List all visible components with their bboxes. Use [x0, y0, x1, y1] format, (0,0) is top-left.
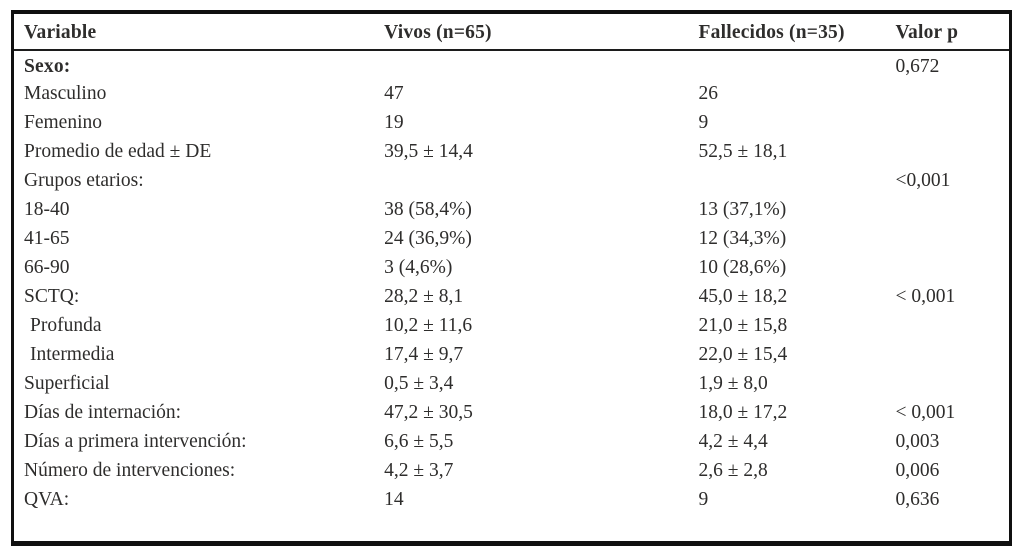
variable-cell: Intermedia	[30, 343, 115, 365]
vivos-cell: 14	[384, 488, 404, 510]
fallecidos-cell: 2,6 ± 2,8	[698, 459, 768, 481]
variable-cell: 66-90	[24, 256, 70, 278]
vivos-cell: 24 (36,9%)	[384, 227, 472, 249]
statistics-table-frame: Variable Vivos (n=65) Fallecidos (n=35) …	[11, 10, 1012, 546]
fallecidos-cell: 18,0 ± 17,2	[698, 401, 788, 423]
p-value-cell: < 0,001	[895, 285, 956, 307]
fallecidos-cell: 9	[698, 488, 709, 510]
vivos-cell: 47	[384, 82, 404, 104]
fallecidos-cell: 22,0 ± 15,4	[698, 343, 788, 365]
table-body: Sexo: 0,672 Masculino 47 26 Femenino 19 9 Promed…	[14, 50, 1009, 514]
fallecidos-cell: 10 (28,6%)	[698, 256, 787, 278]
column-header-fallecidos: Fallecidos (n=35)	[698, 14, 896, 51]
fallecidos-cell: 26	[698, 82, 719, 104]
vivos-cell: 6,6 ± 5,5	[384, 430, 454, 452]
variable-cell: Días de internación:	[24, 401, 182, 423]
p-value-cell	[896, 311, 1009, 340]
column-header-vivos: Vivos (n=65)	[384, 14, 699, 51]
vivos-cell: 19	[384, 111, 404, 133]
fallecidos-cell: 4,2 ± 4,4	[698, 430, 768, 452]
vivos-cell: 0,5 ± 3,4	[384, 372, 454, 394]
p-value-cell	[896, 340, 1009, 369]
table-row: Número de intervenciones: 4,2 ± 3,7 2,6 ± …	[14, 456, 1009, 485]
vivos-cell: 4,2 ± 3,7	[384, 459, 454, 481]
table-row: 66-90 3 (4,6%) 10 (28,6%)	[14, 253, 1009, 282]
variable-cell: Femenino	[24, 111, 102, 133]
fallecidos-cell: 13 (37,1%)	[698, 198, 787, 220]
p-value-cell	[896, 253, 1009, 282]
vivos-cell: 47,2 ± 30,5	[384, 401, 473, 423]
fallecidos-cell: 9	[698, 111, 709, 133]
table-row: Superficial 0,5 ± 3,4 1,9 ± 8,0	[14, 369, 1009, 398]
variable-cell: Superficial	[24, 372, 110, 394]
p-value-cell	[896, 224, 1009, 253]
variable-cell: Profunda	[30, 314, 102, 336]
variable-cell: 18-40	[24, 198, 70, 220]
p-value-cell: 0,006	[895, 459, 940, 481]
p-value-cell: 0,672	[895, 55, 940, 77]
p-value-cell: 0,003	[895, 430, 940, 452]
vivos-cell	[384, 50, 698, 79]
fallecidos-cell: 12 (34,3%)	[698, 227, 787, 249]
vivos-cell	[384, 166, 698, 195]
fallecidos-cell	[699, 166, 896, 195]
variable-cell: Grupos etarios:	[24, 169, 144, 191]
vivos-cell: 28,2 ± 8,1	[384, 285, 464, 307]
variable-cell: QVA:	[24, 488, 70, 510]
variable-cell: Promedio de edad ± DE	[24, 140, 212, 162]
variable-cell: 41-65	[24, 227, 70, 249]
vivos-cell: 10,2 ± 11,6	[384, 314, 473, 336]
fallecidos-cell	[699, 50, 896, 79]
column-header-valor-p: Valor p	[895, 14, 1009, 51]
vivos-cell: 17,4 ± 9,7	[384, 343, 464, 365]
header-row: Variable Vivos (n=65) Fallecidos (n=35) …	[14, 14, 1009, 51]
fallecidos-cell: 52,5 ± 18,1	[698, 140, 788, 162]
table-row: Promedio de edad ± DE 39,5 ± 14,4 52,5 ± 1…	[14, 137, 1009, 166]
column-header-variable: Variable	[14, 14, 385, 51]
fallecidos-cell: 1,9 ± 8,0	[698, 372, 768, 394]
table-row: Intermedia 17,4 ± 9,7 22,0 ± 15,4	[14, 340, 1009, 369]
variable-cell: Sexo:	[24, 55, 71, 77]
vivos-cell: 38 (58,4%)	[384, 198, 472, 220]
p-value-cell: 0,636	[895, 488, 940, 510]
table-header: Variable Vivos (n=65) Fallecidos (n=35) …	[14, 14, 1009, 51]
fallecidos-cell: 21,0 ± 15,8	[698, 314, 788, 336]
p-value-cell	[896, 79, 1009, 108]
variable-cell: Número de intervenciones:	[24, 459, 236, 481]
table-row: QVA: 14 9 0,636	[14, 485, 1009, 514]
table-row: 41-65 24 (36,9%) 12 (34,3%)	[14, 224, 1009, 253]
table-row: Sexo: 0,672	[14, 50, 1009, 79]
vivos-cell: 3 (4,6%)	[384, 256, 453, 278]
vivos-cell: 39,5 ± 14,4	[384, 140, 473, 162]
p-value-cell	[896, 137, 1009, 166]
p-value-cell	[896, 195, 1009, 224]
table-row: Grupos etarios: <0,001	[14, 166, 1009, 195]
table-row: 18-40 38 (58,4%) 13 (37,1%)	[14, 195, 1009, 224]
variable-cell: Días a primera intervención:	[24, 430, 247, 452]
p-value-cell: <0,001	[895, 169, 951, 191]
p-value-cell	[896, 369, 1009, 398]
table-row: Masculino 47 26	[14, 79, 1009, 108]
p-value-cell	[896, 108, 1009, 137]
table-row: Profunda 10,2 ± 11,6 21,0 ± 15,8	[14, 311, 1009, 340]
statistics-table: Variable Vivos (n=65) Fallecidos (n=35) …	[14, 14, 1009, 514]
variable-cell: Masculino	[24, 82, 107, 104]
fallecidos-cell: 45,0 ± 18,2	[698, 285, 788, 307]
table-row: Días a primera intervención: 6,6 ± 5,5 4,2…	[14, 427, 1009, 456]
variable-cell: SCTQ:	[24, 285, 80, 307]
table-row: Días de internación: 47,2 ± 30,5 18,0 ± 17…	[14, 398, 1009, 427]
p-value-cell: < 0,001	[895, 401, 956, 423]
table-row: SCTQ: 28,2 ± 8,1 45,0 ± 18,2 < 0,001	[14, 282, 1009, 311]
table-row: Femenino 19 9	[14, 108, 1009, 137]
